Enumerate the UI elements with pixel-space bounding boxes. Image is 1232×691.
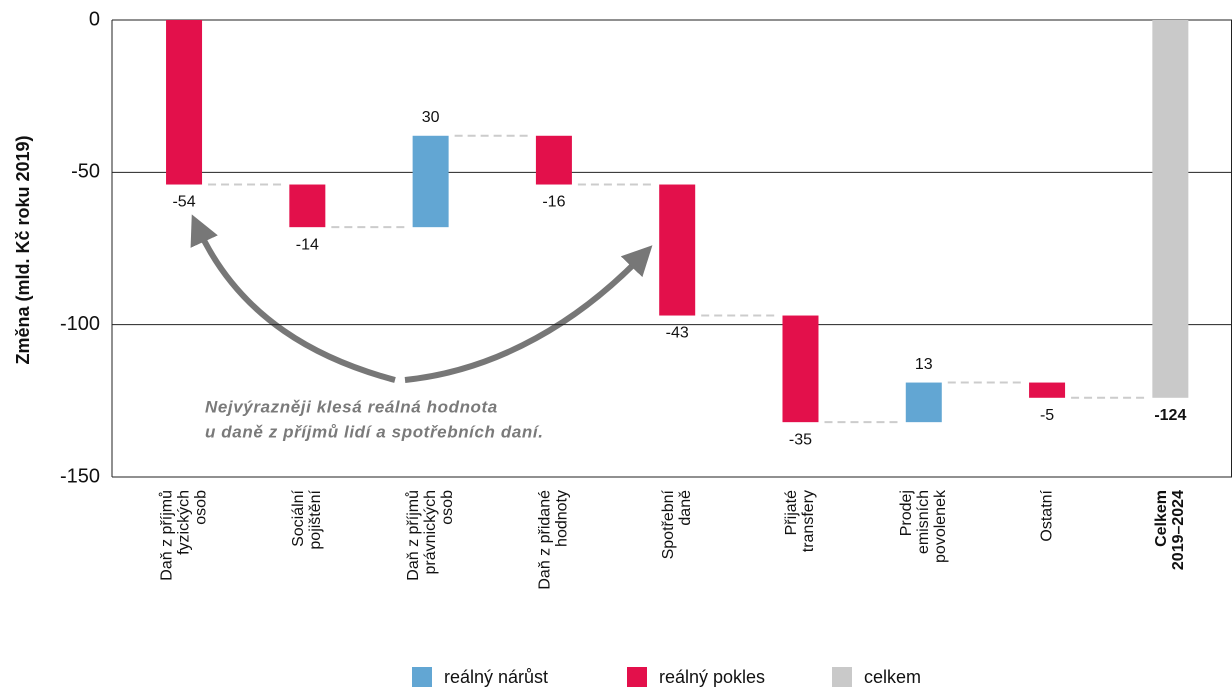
- x-tick-label: fyzických: [175, 490, 192, 555]
- x-tick-label: daně: [677, 490, 694, 526]
- chart: Změna (mld. Kč roku 2019) Nejvýrazněji k…: [0, 0, 1232, 691]
- x-tick-label: Celkem: [1153, 490, 1170, 547]
- y-tick-label: -150: [60, 465, 100, 487]
- legend-swatch: [412, 667, 432, 687]
- x-tick-label: Prodej: [898, 490, 915, 536]
- data-label: -5: [1040, 407, 1054, 424]
- x-tick-label: Ostatní: [1038, 489, 1055, 541]
- x-tick-label: Přijaté: [783, 490, 800, 535]
- bar: [906, 383, 942, 423]
- x-tick-label: Spotřební: [660, 489, 677, 559]
- y-axis-title: Změna (mld. Kč roku 2019): [13, 135, 33, 364]
- legend-label: reálný pokles: [659, 667, 765, 687]
- x-tick-label: emisních: [915, 490, 932, 554]
- x-tick-label: pojištění: [307, 489, 324, 549]
- x-tick-label: Daň z přidané: [537, 490, 554, 590]
- legend-swatch: [627, 667, 647, 687]
- annotation-arrow: [405, 256, 642, 380]
- x-tick-label: Daň z příjmů: [157, 490, 175, 581]
- x-tick-label: osob: [439, 490, 456, 525]
- data-label: -16: [542, 194, 565, 211]
- x-tick-label: Sociální: [290, 489, 307, 546]
- bar: [1029, 383, 1065, 398]
- bar: [166, 20, 202, 185]
- annotation: u daně z příjmů lidí a spotřebních daní.: [205, 422, 544, 441]
- y-tick-label: -50: [71, 161, 100, 183]
- x-tick-label: Daň z příjmů: [404, 490, 422, 581]
- y-tick-label: -100: [60, 313, 100, 335]
- data-label: -43: [666, 325, 689, 342]
- x-tick-label: povolenek: [932, 489, 949, 563]
- bar: [659, 185, 695, 316]
- annotation: Nejvýrazněji klesá reálná hodnota: [205, 397, 498, 416]
- bar: [1152, 20, 1188, 398]
- bar: [782, 316, 818, 423]
- data-label: -54: [172, 194, 195, 211]
- data-label: -14: [296, 236, 319, 253]
- x-tick-label: právnických: [422, 490, 439, 574]
- bar: [413, 136, 449, 227]
- data-label: 30: [422, 109, 440, 126]
- data-label: -35: [789, 431, 812, 448]
- legend-label: reálný nárůst: [444, 667, 548, 687]
- y-tick-label: 0: [89, 8, 100, 30]
- data-label: 13: [915, 356, 933, 373]
- x-tick-label: hodnoty: [554, 490, 571, 547]
- x-tick-label: 2019–2024: [1170, 490, 1187, 570]
- legend-label: celkem: [864, 667, 921, 687]
- x-tick-label: osob: [192, 490, 209, 525]
- data-label: -124: [1154, 407, 1186, 424]
- legend-swatch: [832, 667, 852, 687]
- x-tick-label: transfery: [800, 490, 817, 552]
- bar: [289, 185, 325, 228]
- bar: [536, 136, 572, 185]
